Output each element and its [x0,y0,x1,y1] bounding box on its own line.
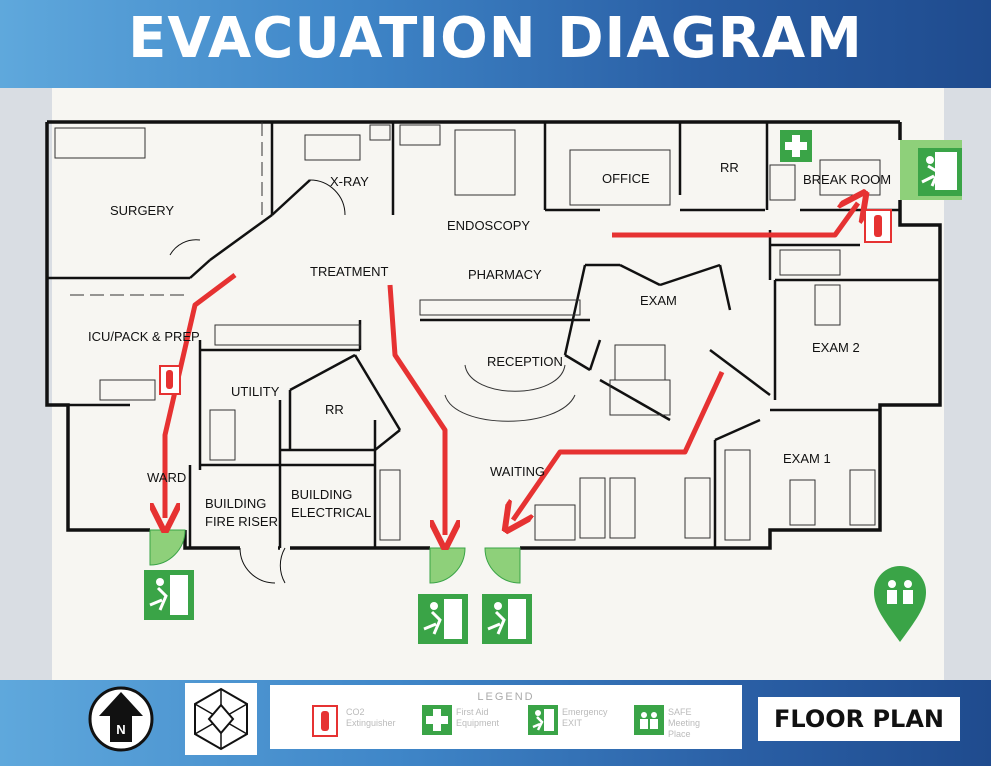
room-label-reception: RECEPTION [487,354,563,369]
compass-icon [185,683,257,755]
legend-title: LEGEND [477,691,535,703]
legend-label-first-aid: First Aid Equipment [456,707,500,728]
room-label-electrical-2: ELECTRICAL [291,505,371,520]
legend-label-meeting-place: SAFE Meeting Place [668,707,701,739]
door-swings [149,179,521,584]
floor-plan-area: SURGERY X-RAY ENDOSCOPY OFFICE RR BREAK … [0,88,991,680]
fixtures [54,122,881,541]
legend-item-extinguisher: CO2 Extinguisher [312,705,396,745]
room-label-exam: EXAM [640,293,677,308]
room-label-office: OFFICE [602,171,650,186]
room-label-pharmacy: PHARMACY [468,267,542,282]
page-title: EVACUATION DIAGRAM [128,6,863,71]
legend: LEGEND CO2 Extinguisher First Aid Equipm… [270,685,742,749]
room-label-utility: UTILITY [231,384,280,399]
evacuation-routes [165,203,858,535]
north-arrow-icon: N [88,686,154,752]
legend-item-meeting-place: SAFE Meeting Place [634,705,700,745]
legend-item-exit: Emergency EXIT [528,705,608,745]
room-label-xray: X-RAY [330,174,369,189]
room-label-rr-top: RR [720,160,739,175]
safe-meeting-place-icon [874,566,926,642]
room-label-fire-riser-2: FIRE RISER [205,514,278,529]
first-aid-icon [422,705,452,735]
co2-extinguisher-icon [159,365,181,395]
legend-item-first-aid: First Aid Equipment [422,705,499,745]
room-label-fire-riser: BUILDING [205,496,266,511]
room-label-surgery: SURGERY [110,203,174,218]
emergency-exit-icon [900,140,962,200]
emergency-exit-icon [528,705,558,735]
route-east [513,370,725,520]
room-label-break-room: BREAK ROOM [803,172,891,187]
room-label-rr-mid: RR [325,402,344,417]
emergency-exit-icon [482,594,532,644]
emergency-exit-icon [418,594,468,644]
floor-plan-svg: SURGERY X-RAY ENDOSCOPY OFFICE RR BREAK … [0,88,991,680]
room-label-treatment: TREATMENT [310,264,389,279]
room-label-endoscopy: ENDOSCOPY [447,218,530,233]
safe-meeting-place-icon [634,705,664,735]
room-label-exam1: EXAM 1 [783,451,831,466]
legend-label-extinguisher: CO2 Extinguisher [346,707,396,728]
floor-plan-badge: FLOOR PLAN [758,697,960,741]
room-label-electrical: BUILDING [291,487,352,502]
legend-label-exit: Emergency EXIT [562,707,608,728]
room-label-waiting: WAITING [490,464,545,479]
floor-plan-label: FLOOR PLAN [773,705,944,733]
room-label-icu: ICU/PACK & PREP [88,329,200,344]
co2-extinguisher-icon [312,705,338,737]
header-banner: EVACUATION DIAGRAM [0,0,991,88]
route-breakroom [612,203,858,238]
north-label: N [116,722,125,737]
first-aid-icon [780,130,812,162]
room-label-exam2: EXAM 2 [812,340,860,355]
room-label-ward: WARD [147,470,186,485]
room-labels: SURGERY X-RAY ENDOSCOPY OFFICE RR BREAK … [88,160,891,529]
emergency-exit-icon [144,570,194,620]
route-center [387,284,445,535]
co2-extinguisher-icon [864,209,892,243]
